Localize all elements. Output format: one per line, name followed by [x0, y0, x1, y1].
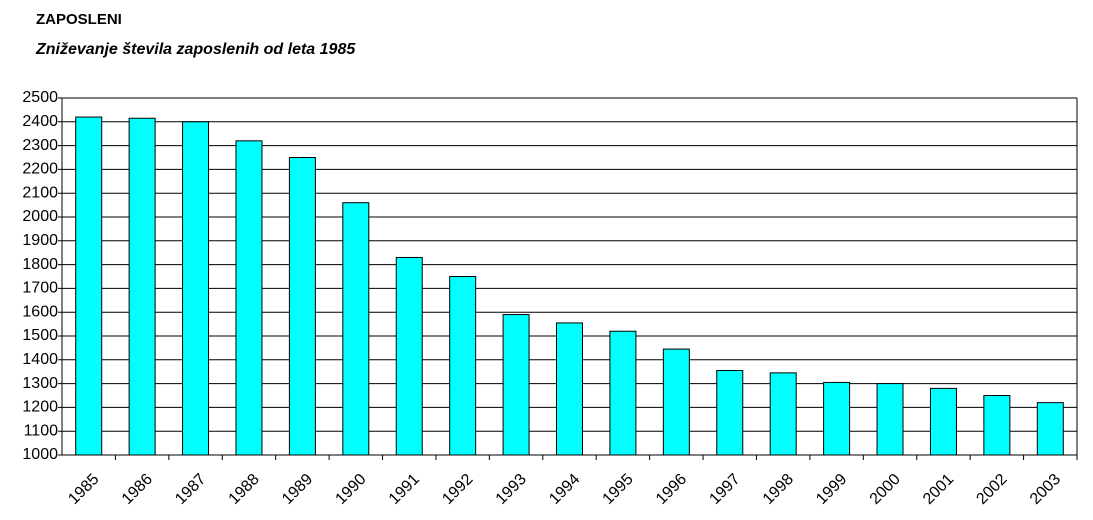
- y-tick-label: 2100: [22, 184, 58, 201]
- bar: [75, 116, 103, 456]
- y-tick-label: 1400: [22, 351, 58, 368]
- x-tick-label: 1998: [760, 471, 797, 508]
- bar: [769, 372, 797, 456]
- y-tick-label: 2200: [22, 161, 58, 178]
- y-tick-label: 1900: [22, 232, 58, 249]
- x-tick-label: 2001: [920, 471, 957, 508]
- chart-subtitle: Zniževanje števila zaposlenih od leta 19…: [35, 41, 356, 58]
- x-tick-label: 1992: [439, 471, 476, 508]
- y-tick-label: 1000: [22, 446, 58, 463]
- y-tick-label: 2300: [22, 137, 58, 154]
- y-tick-label: 1800: [22, 256, 58, 273]
- bar: [502, 314, 530, 456]
- bar: [235, 140, 263, 456]
- bar: [288, 157, 316, 456]
- x-tick-label: 1993: [493, 471, 530, 508]
- bar: [395, 256, 423, 456]
- y-tick-label: 1200: [22, 399, 58, 416]
- y-tick-label: 1100: [24, 422, 59, 439]
- bar: [342, 202, 370, 456]
- bar: [662, 348, 690, 456]
- x-tick-label: 1997: [706, 471, 743, 508]
- bar: [876, 383, 904, 456]
- y-tick-label: 2500: [22, 89, 58, 106]
- x-tick-label: 1996: [653, 471, 690, 508]
- chart-title: ZAPOSLENI: [36, 11, 122, 28]
- x-tick-label: 1999: [813, 471, 850, 508]
- x-tick-label: 1991: [386, 471, 423, 508]
- bar: [556, 322, 583, 456]
- y-tick-label: 1600: [22, 303, 58, 320]
- bar: [1036, 402, 1064, 456]
- bar: [128, 117, 156, 456]
- bar: [609, 330, 637, 456]
- y-tick-label: 2400: [22, 113, 58, 130]
- y-tick-label: 2000: [22, 208, 58, 225]
- x-tick-label: 1990: [332, 471, 369, 508]
- bar: [182, 121, 210, 456]
- x-tick-label: 2002: [973, 471, 1010, 508]
- x-tick-label: 2003: [1027, 471, 1064, 508]
- x-tick-label: 1994: [546, 471, 583, 508]
- x-tick-label: 1987: [172, 471, 209, 508]
- bar: [449, 276, 477, 456]
- x-tick-label: 1986: [119, 471, 156, 508]
- y-tick-label: 1700: [22, 280, 58, 297]
- bar: [823, 381, 851, 456]
- x-tick-label: 1988: [226, 471, 263, 508]
- x-tick-label: 1985: [65, 471, 102, 508]
- y-tick-label: 1300: [22, 375, 58, 392]
- y-tick-label: 1500: [22, 327, 58, 344]
- x-tick-label: 1995: [600, 471, 637, 508]
- bar: [983, 395, 1011, 456]
- x-tick-label: 1989: [279, 471, 316, 508]
- bar: [929, 387, 957, 456]
- x-tick-label: 2000: [867, 471, 904, 508]
- bar: [716, 370, 744, 456]
